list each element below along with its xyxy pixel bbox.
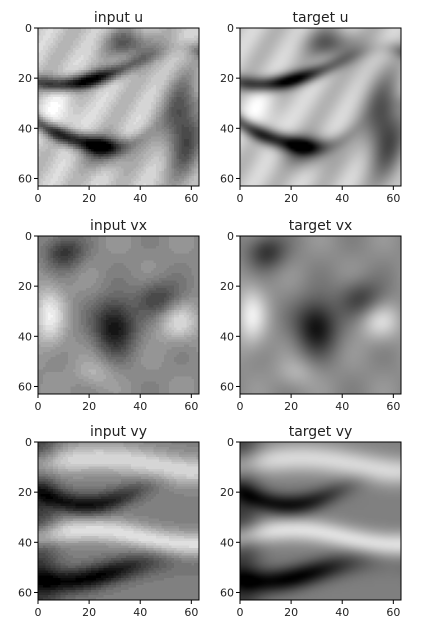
x-tick-label: 20 (82, 400, 96, 413)
x-tick-label: 20 (284, 606, 298, 619)
axes-frame (37, 27, 200, 187)
x-tick-label: 60 (386, 400, 400, 413)
y-tick-label: 40 (220, 536, 234, 549)
axes-frame (239, 441, 402, 601)
y-tick-label: 0 (227, 22, 234, 35)
axes-frame (239, 235, 402, 395)
y-tick-label: 40 (18, 330, 32, 343)
y-tick-label: 20 (18, 280, 32, 293)
x-tick-label: 0 (237, 400, 244, 413)
panel-title: target u (293, 10, 349, 26)
y-tick-label: 60 (220, 586, 234, 599)
heatmap-image (240, 28, 401, 186)
y-tick-label: 20 (220, 72, 234, 85)
panel-title: input vx (90, 218, 147, 234)
y-tick-label: 0 (25, 230, 32, 243)
panel-title: input u (94, 10, 143, 26)
y-tick-label: 40 (220, 122, 234, 135)
x-tick-label: 60 (184, 192, 198, 205)
heatmap-image (38, 236, 199, 394)
x-tick-label: 0 (35, 606, 42, 619)
x-tick-label: 60 (386, 606, 400, 619)
y-tick-label: 0 (25, 436, 32, 449)
heatmap-image (38, 28, 199, 186)
x-tick-label: 0 (237, 192, 244, 205)
x-tick-label: 20 (284, 192, 298, 205)
y-tick-label: 20 (220, 486, 234, 499)
y-tick-label: 60 (18, 172, 32, 185)
x-tick-label: 60 (184, 400, 198, 413)
y-tick-label: 60 (18, 380, 32, 393)
y-tick-label: 60 (18, 586, 32, 599)
x-tick-label: 40 (133, 606, 147, 619)
panel-title: target vx (289, 218, 353, 234)
x-tick-label: 40 (335, 192, 349, 205)
y-tick-label: 20 (220, 280, 234, 293)
y-tick-label: 40 (18, 122, 32, 135)
y-tick-label: 0 (25, 22, 32, 35)
x-tick-label: 20 (82, 192, 96, 205)
x-tick-label: 0 (237, 606, 244, 619)
axes-frame (239, 27, 402, 187)
heatmap-image (240, 442, 401, 600)
heatmap-image (240, 236, 401, 394)
x-tick-label: 40 (335, 606, 349, 619)
panel-title: input vy (90, 424, 147, 440)
x-tick-label: 60 (386, 192, 400, 205)
y-tick-label: 0 (227, 436, 234, 449)
y-tick-label: 0 (227, 230, 234, 243)
y-tick-label: 60 (220, 172, 234, 185)
x-tick-label: 20 (82, 606, 96, 619)
heatmap-image (38, 442, 199, 600)
axes-frame (37, 441, 200, 601)
x-tick-label: 40 (133, 400, 147, 413)
y-tick-label: 20 (18, 72, 32, 85)
x-tick-label: 20 (284, 400, 298, 413)
x-tick-label: 0 (35, 400, 42, 413)
x-tick-label: 0 (35, 192, 42, 205)
y-tick-label: 40 (220, 330, 234, 343)
axes-frame (37, 235, 200, 395)
y-tick-label: 60 (220, 380, 234, 393)
x-tick-label: 40 (133, 192, 147, 205)
panel-title: target vy (289, 424, 353, 440)
y-tick-label: 40 (18, 536, 32, 549)
y-tick-label: 20 (18, 486, 32, 499)
x-tick-label: 40 (335, 400, 349, 413)
x-tick-label: 60 (184, 606, 198, 619)
